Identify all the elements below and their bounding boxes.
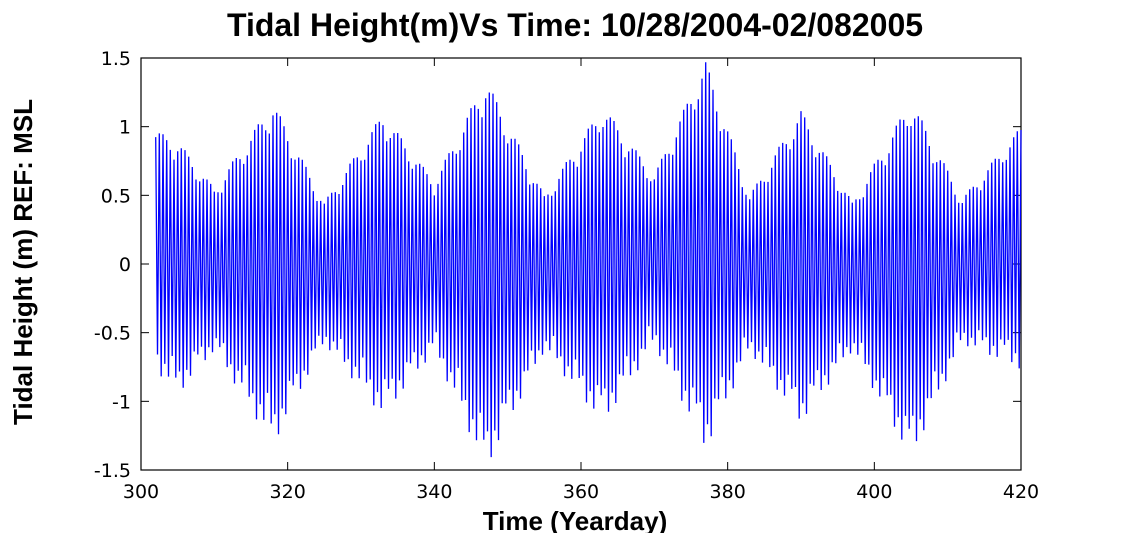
tidal-height-series-line [155, 62, 1022, 458]
y-tick-label: 1 [119, 117, 131, 139]
x-tick-label: 400 [856, 481, 892, 503]
x-axis-label: Time (Yearday) [483, 506, 668, 533]
y-tick-label: -1 [112, 391, 131, 413]
y-tick-label: 1.5 [101, 48, 131, 70]
y-tick-label: 0.5 [101, 185, 131, 207]
x-tick-label: 380 [710, 481, 746, 503]
y-axis-ticks: -1.5 -1 -0.5 0 0.5 1 1.5 [94, 48, 1021, 482]
x-tick-label: 420 [1003, 481, 1039, 503]
y-tick-label: -1.5 [94, 460, 131, 482]
x-tick-label: 340 [416, 481, 452, 503]
plot-area-frame [140, 57, 1022, 471]
y-tick-label: -0.5 [94, 323, 131, 345]
x-tick-label: 320 [270, 481, 306, 503]
y-axis-label: Tidal Height (m) REF: MSL [8, 99, 38, 425]
chart-title: Tidal Height(m)Vs Time: 10/28/2004-02/08… [227, 7, 923, 43]
y-tick-label: 0 [119, 254, 131, 276]
x-tick-label: 300 [123, 481, 159, 503]
x-tick-label: 360 [563, 481, 599, 503]
x-axis-ticks: 300 320 340 360 380 400 420 [123, 58, 1039, 503]
